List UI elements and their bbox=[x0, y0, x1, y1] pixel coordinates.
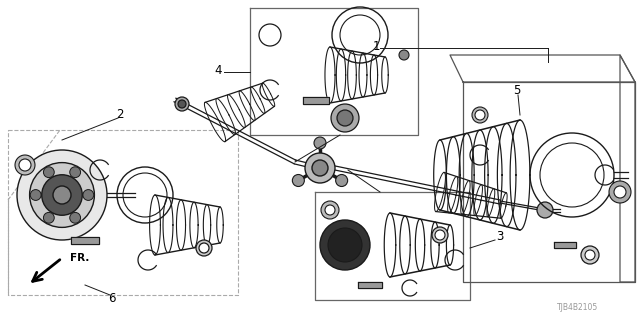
Circle shape bbox=[199, 243, 209, 253]
Text: 1: 1 bbox=[372, 39, 380, 52]
Circle shape bbox=[537, 202, 553, 218]
Polygon shape bbox=[358, 282, 382, 288]
Circle shape bbox=[335, 174, 348, 187]
Circle shape bbox=[44, 212, 54, 223]
Circle shape bbox=[585, 250, 595, 260]
Circle shape bbox=[29, 163, 95, 228]
Polygon shape bbox=[554, 242, 576, 248]
Circle shape bbox=[399, 50, 409, 60]
Circle shape bbox=[83, 189, 93, 200]
Circle shape bbox=[312, 160, 328, 176]
Circle shape bbox=[614, 186, 626, 198]
Text: 3: 3 bbox=[496, 230, 504, 244]
Circle shape bbox=[44, 167, 54, 178]
Text: FR.: FR. bbox=[70, 253, 90, 263]
Circle shape bbox=[70, 167, 81, 178]
Circle shape bbox=[325, 205, 335, 215]
Circle shape bbox=[331, 104, 359, 132]
Circle shape bbox=[42, 175, 83, 215]
Text: 6: 6 bbox=[108, 292, 116, 306]
Circle shape bbox=[475, 110, 485, 120]
Circle shape bbox=[321, 201, 339, 219]
Polygon shape bbox=[303, 97, 329, 103]
Circle shape bbox=[17, 150, 107, 240]
Text: 4: 4 bbox=[214, 63, 221, 76]
Text: TJB4B2105: TJB4B2105 bbox=[557, 303, 598, 313]
Polygon shape bbox=[71, 236, 99, 244]
Circle shape bbox=[435, 230, 445, 240]
Circle shape bbox=[472, 107, 488, 123]
Circle shape bbox=[175, 97, 189, 111]
Circle shape bbox=[581, 246, 599, 264]
Text: 5: 5 bbox=[513, 84, 521, 97]
Circle shape bbox=[196, 240, 212, 256]
Circle shape bbox=[432, 227, 448, 243]
Circle shape bbox=[328, 228, 362, 262]
Circle shape bbox=[15, 155, 35, 175]
Text: 2: 2 bbox=[116, 108, 124, 121]
Circle shape bbox=[70, 212, 81, 223]
Circle shape bbox=[320, 220, 370, 270]
Circle shape bbox=[609, 181, 631, 203]
Circle shape bbox=[30, 189, 41, 200]
Circle shape bbox=[314, 137, 326, 149]
Circle shape bbox=[178, 100, 186, 108]
Circle shape bbox=[305, 153, 335, 183]
Circle shape bbox=[53, 186, 71, 204]
Circle shape bbox=[337, 110, 353, 126]
Circle shape bbox=[19, 159, 31, 171]
Circle shape bbox=[292, 174, 305, 187]
